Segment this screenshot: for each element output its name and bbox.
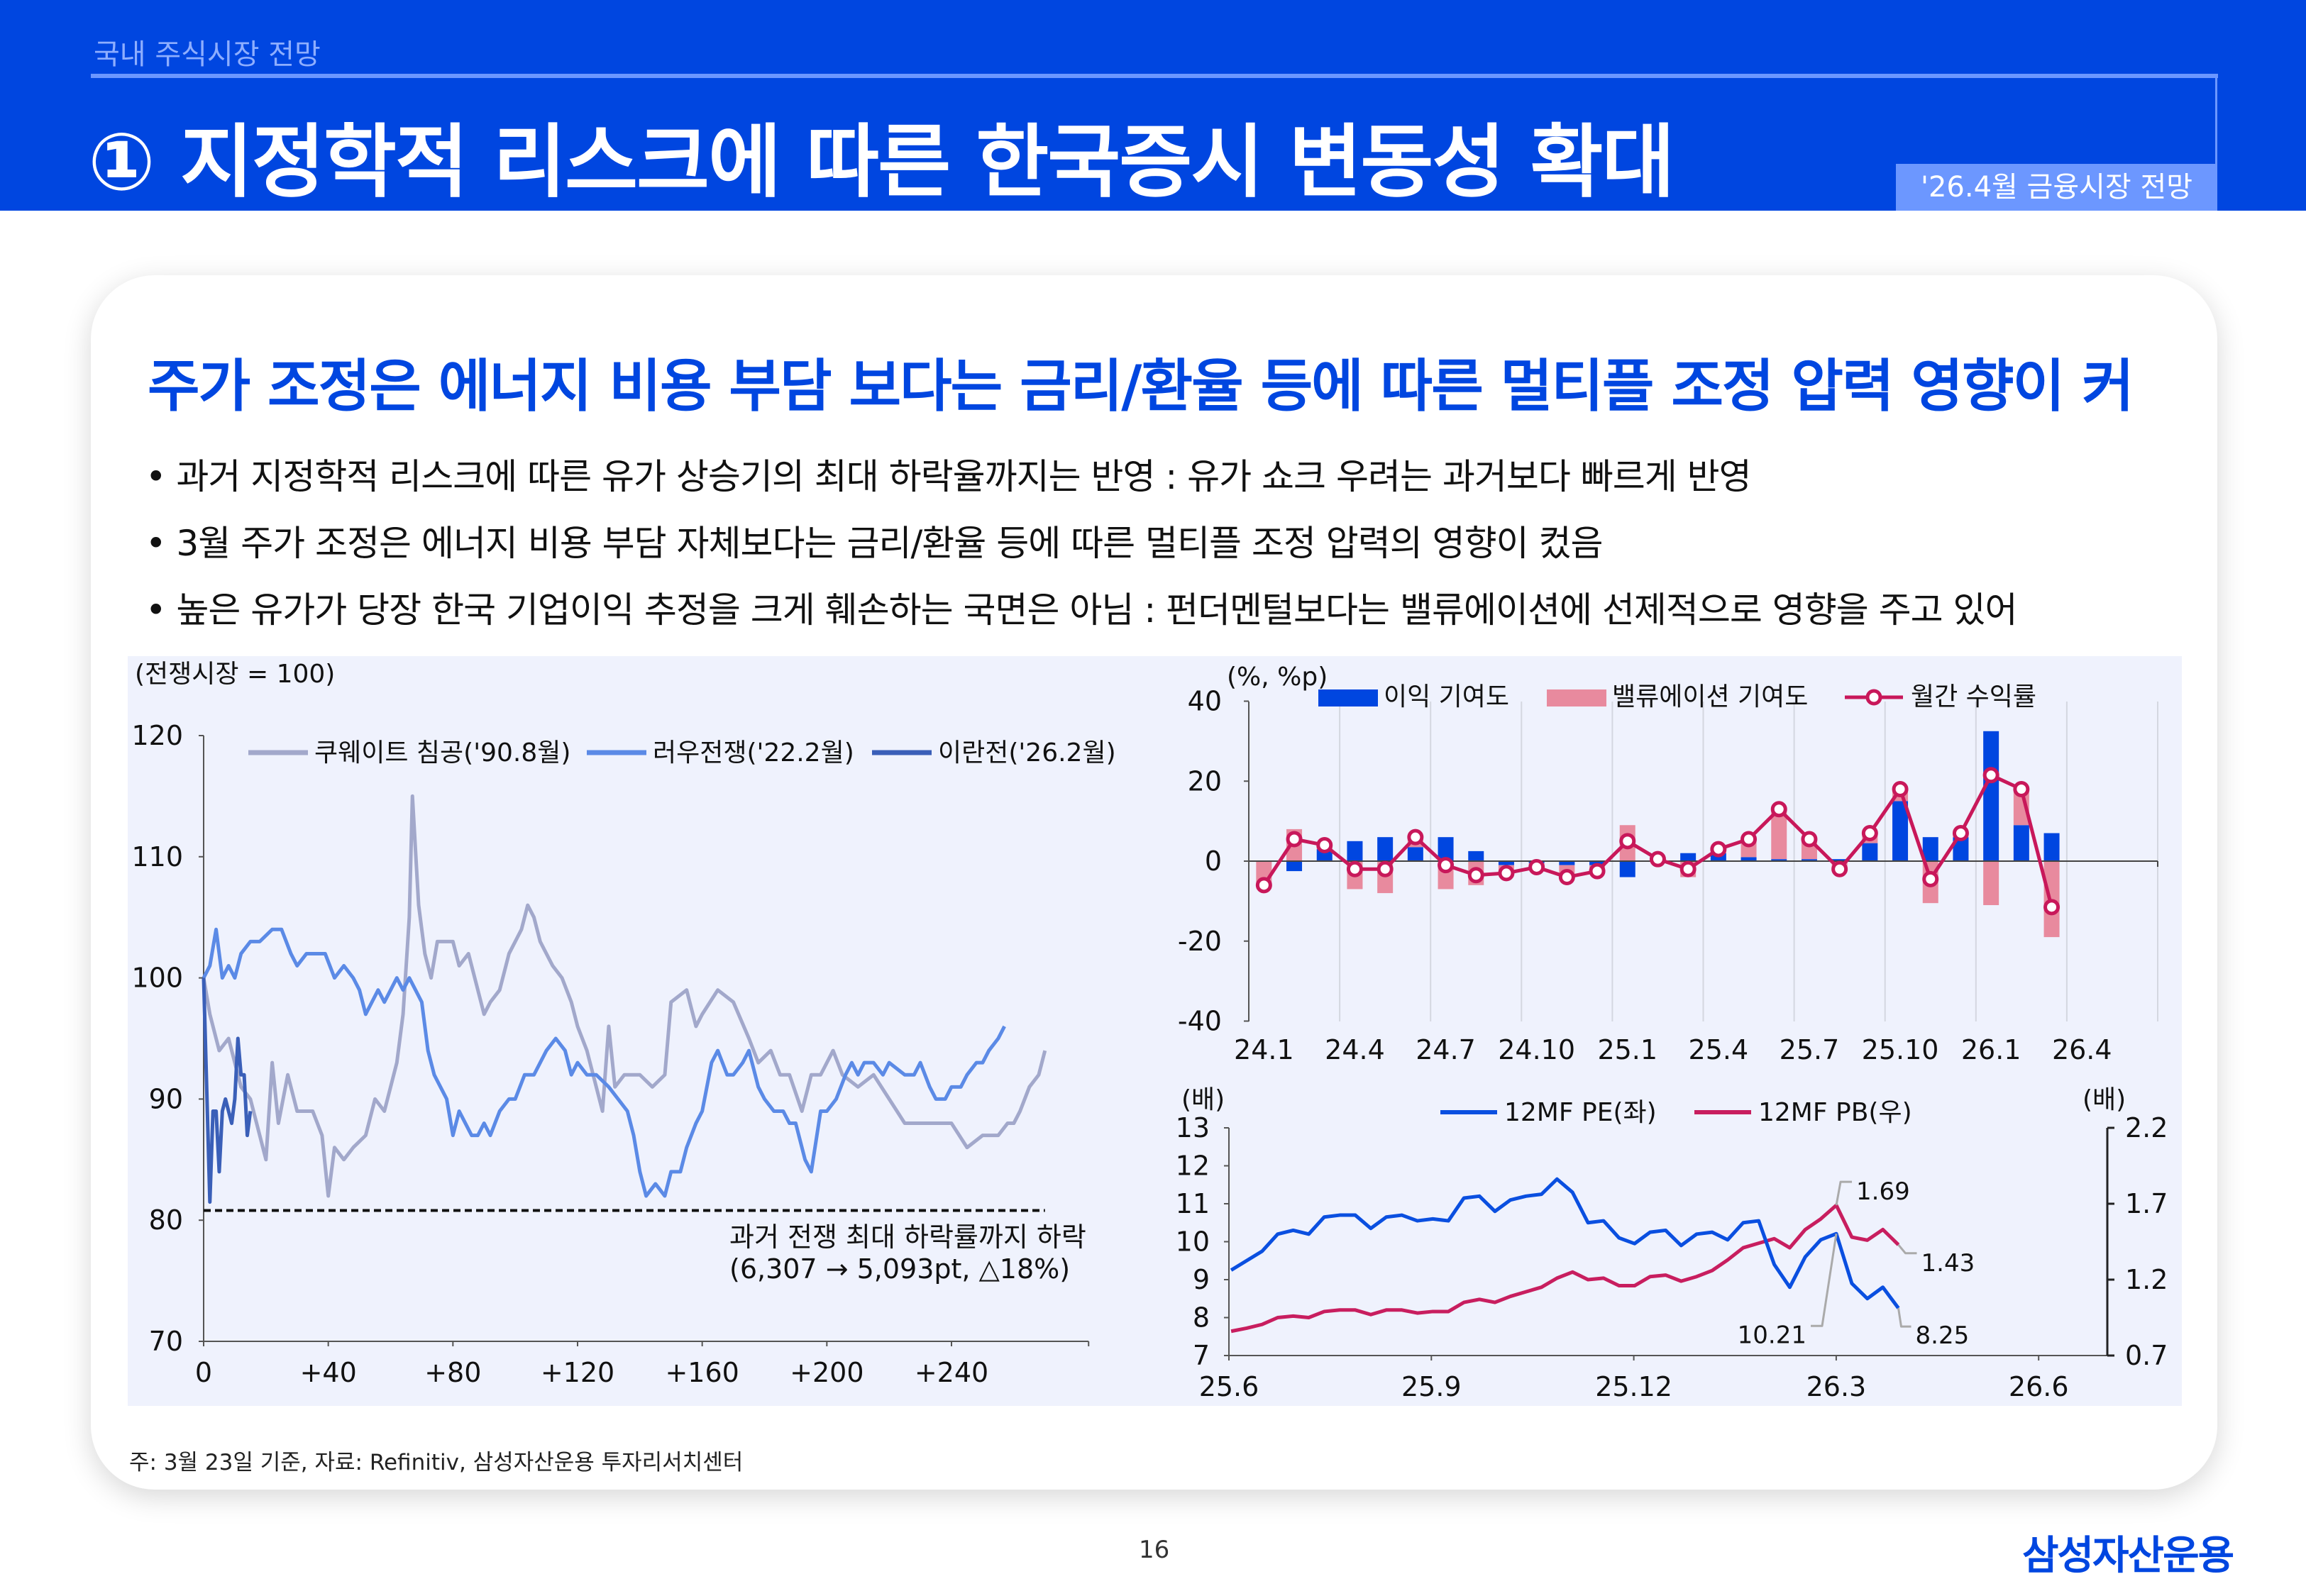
- headline: 주가 조정은 에너지 비용 부담 보다는 금리/환율 등에 따른 멀티플 조정 …: [148, 353, 2134, 419]
- source-note: 주: 3월 23일 기준, 자료: Refinitiv, 삼성자산운용 투자리서…: [129, 1450, 744, 1475]
- header-divider-vertical: [2215, 74, 2217, 211]
- chart-panel: [128, 656, 2182, 1406]
- header-divider: [91, 74, 2218, 78]
- bullet-2: • 3월 주가 조정은 에너지 비용 부담 자체보다는 금리/환율 등에 따른 …: [145, 523, 1604, 564]
- company-logo: 삼성자산운용: [2022, 1533, 2234, 1579]
- page-number: 16: [1139, 1536, 1170, 1564]
- page-title: ① 지정학적 리스크에 따른 한국증시 변동성 확대: [88, 116, 1675, 209]
- bullet-3: • 높은 유가가 당장 한국 기업이익 추정을 크게 훼손하는 국면은 아님 :…: [145, 589, 2018, 631]
- section-label: 국내 주식시장 전망: [94, 38, 321, 71]
- bullet-1: • 과거 지정학적 리스크에 따른 유가 상승기의 최대 하락율까지는 반영 :…: [145, 456, 1752, 497]
- report-badge: '26.4월 금융시장 전망: [1896, 164, 2217, 211]
